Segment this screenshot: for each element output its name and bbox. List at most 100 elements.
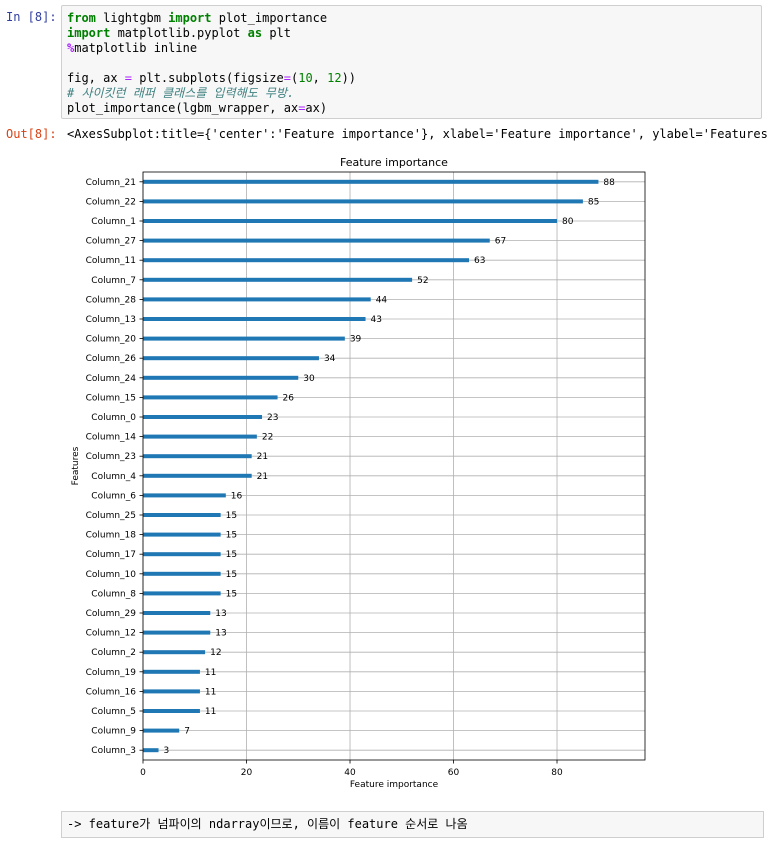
value-label: 11 bbox=[205, 687, 216, 697]
bar bbox=[143, 317, 366, 321]
bar bbox=[143, 356, 319, 361]
bar bbox=[143, 454, 252, 459]
value-label: 13 bbox=[215, 629, 226, 639]
bar bbox=[143, 532, 221, 537]
value-label: 34 bbox=[324, 354, 336, 364]
code-line: plot_importance(lgbm_wrapper, ax=ax) bbox=[67, 101, 356, 116]
value-label: 88 bbox=[603, 178, 615, 188]
value-label: 11 bbox=[205, 707, 216, 717]
bar bbox=[143, 591, 221, 596]
bar bbox=[143, 571, 221, 576]
x-tick-label: 20 bbox=[241, 768, 253, 778]
category-label: Column_14 bbox=[86, 433, 137, 443]
markdown-text: -> feature가 넘파이의 ndarray이므로, 이름이 feature… bbox=[67, 817, 468, 831]
bar bbox=[143, 728, 180, 733]
code-token: ax) bbox=[305, 101, 328, 115]
code-token: from bbox=[67, 11, 96, 25]
code-line: import matplotlib.pyplot as plt bbox=[67, 26, 356, 41]
category-label: Column_18 bbox=[86, 531, 137, 541]
value-label: 67 bbox=[495, 237, 506, 247]
category-label: Column_20 bbox=[86, 335, 137, 345]
bar bbox=[143, 395, 278, 400]
x-axis-label: Feature importance bbox=[350, 780, 439, 790]
chart-title: Feature importance bbox=[340, 156, 448, 169]
category-label: Column_5 bbox=[91, 707, 136, 717]
x-tick-label: 60 bbox=[448, 768, 460, 778]
code-token: , bbox=[312, 71, 328, 85]
code-token: plot_importance(lgbm_wrapper, ax bbox=[67, 101, 299, 115]
bar bbox=[143, 375, 299, 380]
value-label: 15 bbox=[226, 550, 237, 560]
bar bbox=[143, 415, 263, 419]
category-label: Column_17 bbox=[86, 550, 136, 560]
code-token: 12 bbox=[327, 71, 342, 85]
markdown-cell[interactable]: -> feature가 넘파이의 ndarray이므로, 이름이 feature… bbox=[61, 811, 764, 838]
input-prompt: In [8]: bbox=[6, 10, 57, 24]
bar bbox=[143, 630, 211, 635]
x-tick-label: 0 bbox=[140, 768, 146, 778]
category-label: Column_9 bbox=[91, 727, 136, 737]
bar bbox=[143, 709, 200, 713]
code-token: plt bbox=[262, 26, 291, 40]
code-line: # 사이킷런 래퍼 클래스를 입력해도 무방. bbox=[67, 86, 356, 101]
value-label: 16 bbox=[231, 491, 243, 501]
x-tick-label: 40 bbox=[344, 768, 356, 778]
value-label: 85 bbox=[588, 197, 599, 207]
code-line: from lightgbm import plot_importance bbox=[67, 11, 356, 26]
code-editor[interactable]: from lightgbm import plot_importance impo… bbox=[67, 11, 356, 116]
bar bbox=[143, 258, 470, 263]
code-token: as bbox=[247, 26, 263, 40]
code-token: = bbox=[283, 71, 291, 85]
bar bbox=[143, 473, 252, 478]
bar bbox=[143, 219, 558, 223]
bar bbox=[143, 650, 206, 655]
bar bbox=[143, 513, 221, 517]
value-label: 15 bbox=[226, 511, 237, 521]
value-label: 30 bbox=[303, 374, 315, 384]
bar bbox=[143, 552, 221, 557]
code-token: plt.subplots(figsize bbox=[132, 71, 284, 85]
code-token: % bbox=[67, 41, 75, 55]
value-label: 15 bbox=[226, 570, 237, 580]
code-token: = bbox=[124, 71, 133, 85]
category-label: Column_0 bbox=[91, 413, 136, 423]
bar bbox=[143, 611, 211, 615]
value-label: 21 bbox=[257, 452, 268, 462]
value-label: 7 bbox=[184, 727, 190, 737]
category-label: Column_3 bbox=[91, 746, 136, 756]
code-token: import bbox=[67, 26, 111, 40]
category-label: Column_21 bbox=[86, 178, 136, 188]
code-token: lightgbm bbox=[95, 11, 169, 25]
bar bbox=[143, 336, 345, 341]
code-line: fig, ax = plt.subplots(figsize=(10, 12)) bbox=[67, 71, 356, 86]
category-label: Column_12 bbox=[86, 629, 136, 639]
value-label: 43 bbox=[371, 315, 382, 325]
code-token: 10 bbox=[298, 71, 313, 85]
value-label: 23 bbox=[267, 413, 278, 423]
value-label: 39 bbox=[350, 335, 362, 345]
value-label: 22 bbox=[262, 433, 273, 443]
value-label: 11 bbox=[205, 668, 216, 678]
code-token: fig, ax bbox=[67, 71, 125, 85]
code-token: ( bbox=[290, 71, 299, 85]
value-label: 3 bbox=[164, 746, 170, 756]
bar bbox=[143, 493, 226, 498]
code-line: %matplotlib inline bbox=[67, 41, 356, 56]
category-label: Column_29 bbox=[86, 609, 137, 619]
bar bbox=[143, 669, 200, 674]
code-token: import bbox=[168, 11, 212, 25]
bar bbox=[143, 199, 583, 204]
bar bbox=[143, 434, 257, 439]
code-cell[interactable]: from lightgbm import plot_importance impo… bbox=[61, 5, 762, 119]
category-label: Column_23 bbox=[86, 452, 136, 462]
category-label: Column_24 bbox=[86, 374, 137, 384]
plot-frame bbox=[142, 171, 646, 761]
code-token: = bbox=[298, 101, 306, 115]
bar bbox=[143, 238, 490, 243]
value-label: 15 bbox=[226, 531, 237, 541]
bar bbox=[143, 179, 599, 184]
category-label: Column_26 bbox=[86, 354, 137, 364]
y-axis-label: Features bbox=[71, 446, 81, 485]
bar bbox=[143, 277, 413, 282]
category-label: Column_22 bbox=[86, 197, 136, 207]
